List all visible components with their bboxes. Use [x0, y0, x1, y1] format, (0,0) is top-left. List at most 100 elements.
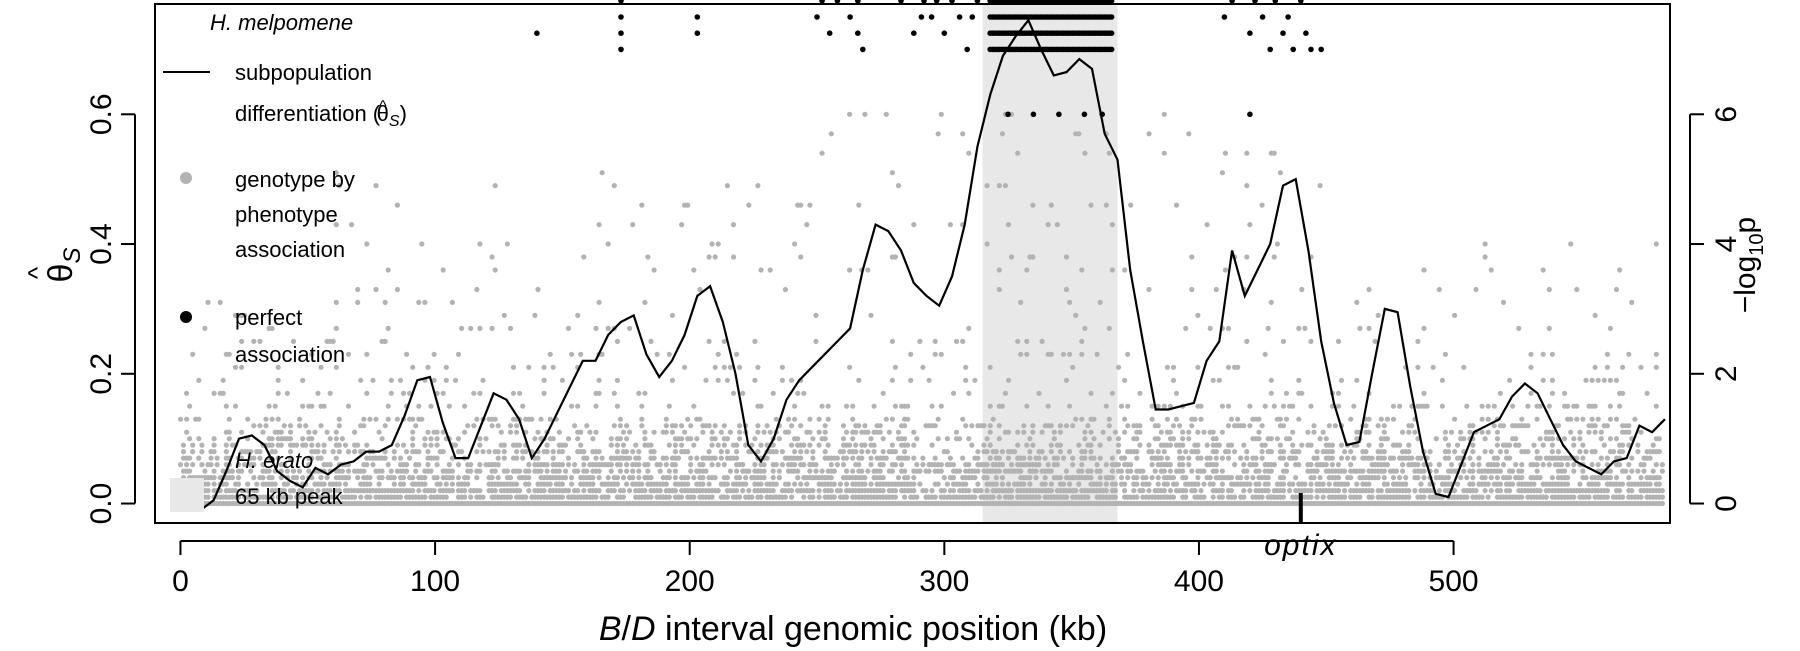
gray-point	[1100, 429, 1106, 435]
gray-point	[1039, 449, 1045, 455]
gray-point	[999, 449, 1006, 455]
gray-point	[1271, 462, 1277, 468]
gray-point	[1131, 488, 1137, 494]
gray-point	[737, 436, 743, 442]
gray-point	[1369, 488, 1375, 494]
gray-point	[382, 423, 388, 429]
gray-point	[987, 442, 993, 448]
gray-point	[1112, 429, 1118, 435]
gray-point	[657, 468, 663, 474]
gray-point	[569, 403, 575, 409]
gray-point	[1219, 488, 1225, 494]
legend-title: H. melpomene	[210, 10, 353, 35]
gray-point	[1308, 481, 1314, 487]
gray-point	[1348, 462, 1354, 468]
gray-point	[318, 455, 324, 461]
gray-point	[892, 254, 899, 260]
gray-point	[1580, 416, 1586, 422]
gray-point	[1149, 475, 1155, 481]
gray-point	[223, 403, 229, 409]
gray-point	[691, 267, 697, 273]
gray-point	[1531, 442, 1537, 448]
gray-point	[642, 488, 648, 494]
gray-point	[880, 436, 886, 442]
gray-point	[1525, 449, 1531, 455]
gray-point	[1155, 436, 1161, 442]
gray-point	[856, 423, 862, 429]
gray-point	[422, 299, 428, 305]
gray-point	[394, 442, 400, 448]
gray-point	[740, 462, 746, 468]
gray-point	[578, 351, 584, 357]
gray-point	[679, 423, 685, 429]
gray-point	[825, 403, 831, 409]
gray-point	[1137, 390, 1143, 396]
gray-point	[226, 416, 232, 422]
gray-point	[550, 436, 556, 442]
gray-point	[1571, 436, 1577, 442]
gray-point	[226, 429, 232, 435]
gray-point	[1247, 481, 1253, 487]
gray-point	[400, 475, 407, 481]
gray-point	[724, 475, 731, 481]
gray-point	[789, 423, 795, 429]
gray-point	[1433, 436, 1439, 442]
gray-point	[1161, 449, 1167, 455]
gray-point	[880, 475, 886, 481]
gray-point	[345, 468, 352, 474]
gray-point	[657, 462, 663, 468]
plot-frame	[154, 3, 1671, 524]
gray-point	[1268, 449, 1274, 455]
gray-point	[605, 241, 611, 247]
gray-point	[462, 494, 468, 500]
gray-point	[284, 468, 290, 474]
gray-point	[1109, 455, 1115, 461]
gray-point	[1571, 468, 1577, 474]
gray-point	[294, 442, 300, 448]
gray-point	[272, 481, 278, 487]
gray-point	[1620, 481, 1626, 487]
gray-point	[605, 494, 611, 500]
gray-point	[932, 423, 938, 429]
gray-point	[569, 475, 575, 481]
gray-point	[663, 455, 669, 461]
gray-point	[993, 449, 999, 455]
gray-point	[1562, 468, 1568, 474]
gray-point	[785, 429, 792, 435]
gray-point	[1381, 423, 1387, 429]
gray-point	[996, 183, 1002, 189]
gray-point	[947, 455, 954, 461]
gray-point	[624, 462, 630, 468]
gray-point	[1638, 429, 1644, 435]
gray-point	[1497, 468, 1503, 474]
gray-point	[1507, 442, 1513, 448]
gray-point	[1152, 468, 1158, 474]
gray-point	[1210, 377, 1216, 383]
x-tick-label: 300	[919, 565, 969, 598]
gray-point	[1228, 488, 1235, 494]
gray-point	[1626, 351, 1632, 357]
gray-point	[938, 403, 944, 409]
gray-point	[950, 462, 957, 468]
gray-point	[847, 111, 853, 117]
gray-point	[1598, 455, 1604, 461]
gray-point	[651, 455, 657, 461]
black-point	[1056, 111, 1062, 118]
gray-point	[743, 475, 749, 481]
gray-point	[1180, 436, 1186, 442]
gray-point	[309, 494, 315, 500]
gray-point	[1082, 449, 1088, 455]
gray-point	[816, 494, 822, 500]
gray-point	[801, 442, 807, 448]
gray-point	[211, 436, 217, 442]
gray-point	[654, 351, 660, 357]
gray-point	[1338, 442, 1345, 448]
gray-point	[691, 403, 697, 409]
gray-point	[1122, 455, 1128, 461]
gray-point	[969, 442, 975, 448]
gray-point	[462, 429, 468, 435]
legend-theta-hat: ^	[379, 98, 387, 115]
left-title-sub: S	[59, 248, 86, 264]
black-point	[941, 30, 948, 36]
gray-point	[868, 312, 874, 318]
